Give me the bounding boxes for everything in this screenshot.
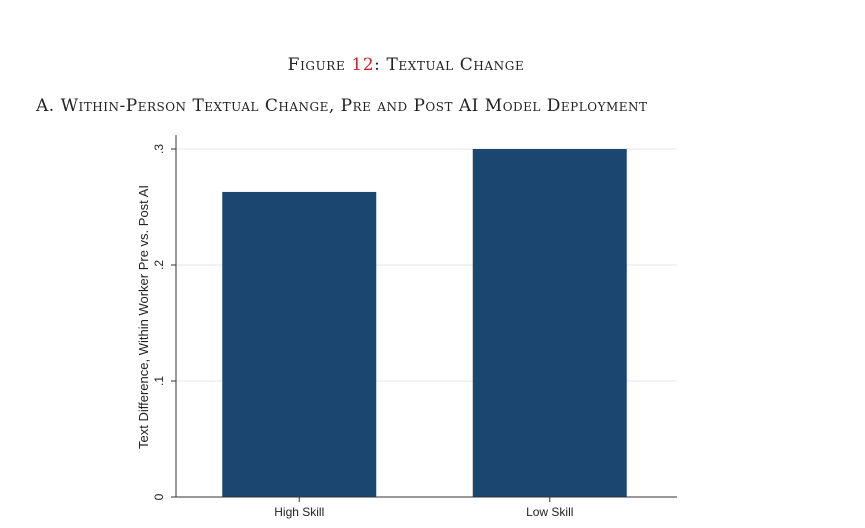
y-tick-label: .2 xyxy=(152,260,166,270)
figure-title-suffix: : Textual Change xyxy=(374,55,525,75)
figure-number: 12 xyxy=(351,55,375,75)
y-tick-label: .1 xyxy=(152,376,166,386)
y-axis-label: Text Difference, Within Worker Pre vs. P… xyxy=(136,185,151,449)
bar-high-skill xyxy=(222,191,377,498)
panel-title: A. Within-Person Textual Change, Pre and… xyxy=(36,96,648,116)
figure-title: Figure 12: Textual Change xyxy=(0,55,812,75)
y-tick-label: 0 xyxy=(152,493,166,500)
y-tick-label: .3 xyxy=(152,144,166,154)
x-tick-label: High Skill xyxy=(274,505,324,519)
x-ticks: High Skill Low Skill xyxy=(274,497,573,519)
x-tick-label: Low Skill xyxy=(526,505,573,519)
bar-low-skill xyxy=(472,149,627,497)
bars xyxy=(222,149,627,498)
y-ticks: 0 .1 .2 .3 xyxy=(152,144,176,500)
figure-title-prefix: Figure xyxy=(287,55,352,75)
axes xyxy=(175,135,677,498)
